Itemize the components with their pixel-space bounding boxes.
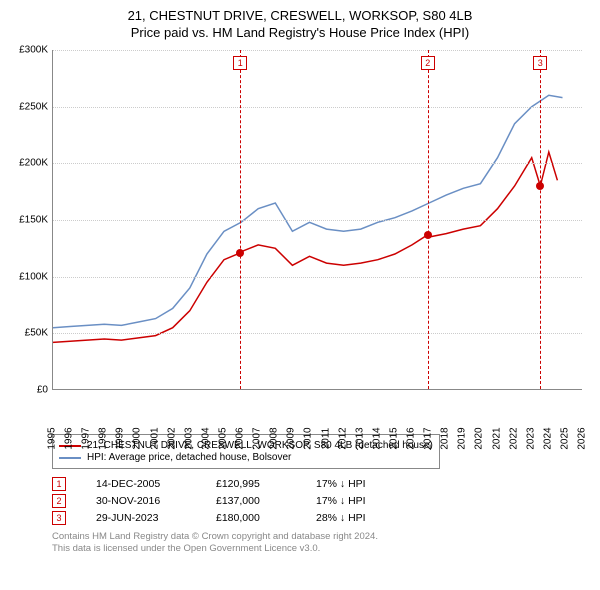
sale-point <box>424 231 432 239</box>
x-axis-label: 2025 <box>559 427 570 449</box>
x-axis-label: 2004 <box>200 427 211 449</box>
y-axis-label: £100K <box>12 271 48 282</box>
gridline <box>53 277 582 278</box>
x-axis-label: 2018 <box>440 427 451 449</box>
x-axis-label: 2023 <box>525 427 536 449</box>
title-subtitle: Price paid vs. HM Land Registry's House … <box>12 25 588 40</box>
title-address: 21, CHESTNUT DRIVE, CRESWELL, WORKSOP, S… <box>12 8 588 23</box>
sale-delta: 17% ↓ HPI <box>316 478 366 490</box>
y-axis-label: £50K <box>12 328 48 339</box>
x-axis-label: 2016 <box>406 427 417 449</box>
chart-container: 21, CHESTNUT DRIVE, CRESWELL, WORKSOP, S… <box>0 0 600 590</box>
x-axis-label: 2010 <box>303 427 314 449</box>
sales-table: 1 14-DEC-2005 £120,995 17% ↓ HPI 2 30-NO… <box>52 477 588 525</box>
sale-date: 30-NOV-2016 <box>96 495 186 507</box>
y-axis-label: £200K <box>12 158 48 169</box>
chart-area: 123 £0£50K£100K£150K£200K£250K£300K19951… <box>12 50 588 430</box>
gridline <box>53 333 582 334</box>
x-axis-label: 1996 <box>64 427 75 449</box>
x-axis-label: 2000 <box>132 427 143 449</box>
event-marker: 1 <box>233 56 247 70</box>
gridline <box>53 50 582 51</box>
footnote-line: Contains HM Land Registry data © Crown c… <box>52 531 588 543</box>
x-axis-label: 2008 <box>269 427 280 449</box>
event-line <box>540 50 541 389</box>
sale-point <box>236 249 244 257</box>
x-axis-label: 1997 <box>81 427 92 449</box>
x-axis-label: 2020 <box>474 427 485 449</box>
x-axis-label: 2001 <box>149 427 160 449</box>
sale-marker: 3 <box>52 511 66 525</box>
legend-swatch <box>59 457 81 459</box>
sale-point <box>536 182 544 190</box>
y-axis-label: £150K <box>12 215 48 226</box>
x-axis-label: 1995 <box>47 427 58 449</box>
sale-price: £180,000 <box>216 512 286 524</box>
x-axis-label: 1999 <box>115 427 126 449</box>
event-line <box>240 50 241 389</box>
sales-row: 2 30-NOV-2016 £137,000 17% ↓ HPI <box>52 494 588 508</box>
sales-row: 3 29-JUN-2023 £180,000 28% ↓ HPI <box>52 511 588 525</box>
sale-marker: 2 <box>52 494 66 508</box>
legend-label: HPI: Average price, detached house, Bols… <box>87 452 291 463</box>
sales-row: 1 14-DEC-2005 £120,995 17% ↓ HPI <box>52 477 588 491</box>
x-axis-label: 2006 <box>235 427 246 449</box>
x-axis-label: 2007 <box>252 427 263 449</box>
x-axis-label: 2009 <box>286 427 297 449</box>
legend-item: HPI: Average price, detached house, Bols… <box>59 452 433 463</box>
gridline <box>53 107 582 108</box>
event-line <box>428 50 429 389</box>
x-axis-label: 2026 <box>577 427 588 449</box>
x-axis-label: 2005 <box>217 427 228 449</box>
sale-date: 29-JUN-2023 <box>96 512 186 524</box>
x-axis-label: 2011 <box>320 428 331 450</box>
y-axis-label: £250K <box>12 101 48 112</box>
x-axis-label: 2013 <box>354 427 365 449</box>
sale-marker: 1 <box>52 477 66 491</box>
title-block: 21, CHESTNUT DRIVE, CRESWELL, WORKSOP, S… <box>12 8 588 40</box>
x-axis-label: 2015 <box>388 427 399 449</box>
footnote-line: This data is licensed under the Open Gov… <box>52 543 588 555</box>
event-marker: 2 <box>421 56 435 70</box>
x-axis-label: 2002 <box>166 427 177 449</box>
y-axis-label: £0 <box>12 385 48 396</box>
y-axis-label: £300K <box>12 45 48 56</box>
x-axis-label: 2021 <box>491 427 502 449</box>
x-axis-label: 2003 <box>183 427 194 449</box>
event-marker: 3 <box>533 56 547 70</box>
sale-price: £120,995 <box>216 478 286 490</box>
sale-delta: 28% ↓ HPI <box>316 512 366 524</box>
gridline <box>53 163 582 164</box>
x-axis-label: 2022 <box>508 427 519 449</box>
sale-price: £137,000 <box>216 495 286 507</box>
x-axis-label: 2012 <box>337 427 348 449</box>
x-axis-label: 2019 <box>457 427 468 449</box>
series-line <box>53 95 563 327</box>
gridline <box>53 220 582 221</box>
plot-region: 1 2 3 <box>52 50 582 390</box>
x-axis-label: 2024 <box>542 427 553 449</box>
x-axis-label: 2017 <box>423 427 434 449</box>
x-axis-label: 2014 <box>371 427 382 449</box>
footnote: Contains HM Land Registry data © Crown c… <box>52 531 588 555</box>
x-axis-label: 1998 <box>98 427 109 449</box>
sale-delta: 17% ↓ HPI <box>316 495 366 507</box>
sale-date: 14-DEC-2005 <box>96 478 186 490</box>
